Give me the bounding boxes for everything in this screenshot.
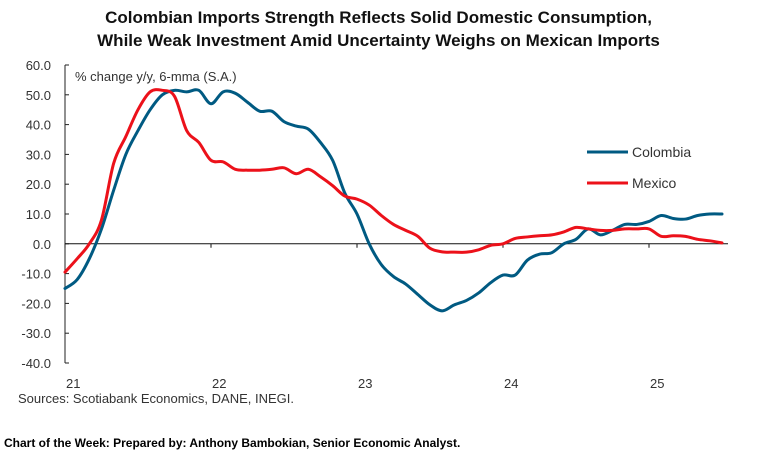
y-tick-label: 60.0 <box>26 58 51 73</box>
series-line-colombia <box>63 88 724 313</box>
y-tick-label: -40.0 <box>21 356 51 371</box>
x-tick-label: 24 <box>504 376 518 391</box>
chart-title-line-2: While Weak Investment Amid Uncertainty W… <box>97 31 660 50</box>
y-tick-label: 20.0 <box>26 177 51 192</box>
source-note: Sources: Scotiabank Economics, DANE, INE… <box>18 391 294 406</box>
y-tick-label: -20.0 <box>21 296 51 311</box>
y-tick-label: 50.0 <box>26 88 51 103</box>
y-tick-label: 30.0 <box>26 147 51 162</box>
x-tick-label: 21 <box>66 376 80 391</box>
chart-title: Colombian Imports Strength Reflects Soli… <box>0 6 757 52</box>
y-tick-label: -30.0 <box>21 326 51 341</box>
x-tick-label: 25 <box>650 376 664 391</box>
line-chart: 60.0 50.0 40.0 30.0 20.0 10.0 0.0 -10.0 -20.0 -30… <box>21 58 728 391</box>
y-tick-label: 40.0 <box>26 118 51 133</box>
chart-title-line-1: Colombian Imports Strength Reflects Soli… <box>105 8 652 27</box>
x-tick-label: 22 <box>212 376 226 391</box>
x-tick-label: 23 <box>358 376 372 391</box>
footer-credit: Chart of the Week: Prepared by: Anthony … <box>4 436 461 450</box>
y-axis-label: % change y/y, 6-mma (S.A.) <box>75 69 237 84</box>
series-line-mexico <box>63 88 724 274</box>
y-tick-label: 0.0 <box>33 237 51 252</box>
legend-label-colombia: Colombia <box>632 144 691 160</box>
legend-label-mexico: Mexico <box>632 175 677 191</box>
y-tick-label: -10.0 <box>21 267 51 282</box>
y-tick-label: 10.0 <box>26 207 51 222</box>
